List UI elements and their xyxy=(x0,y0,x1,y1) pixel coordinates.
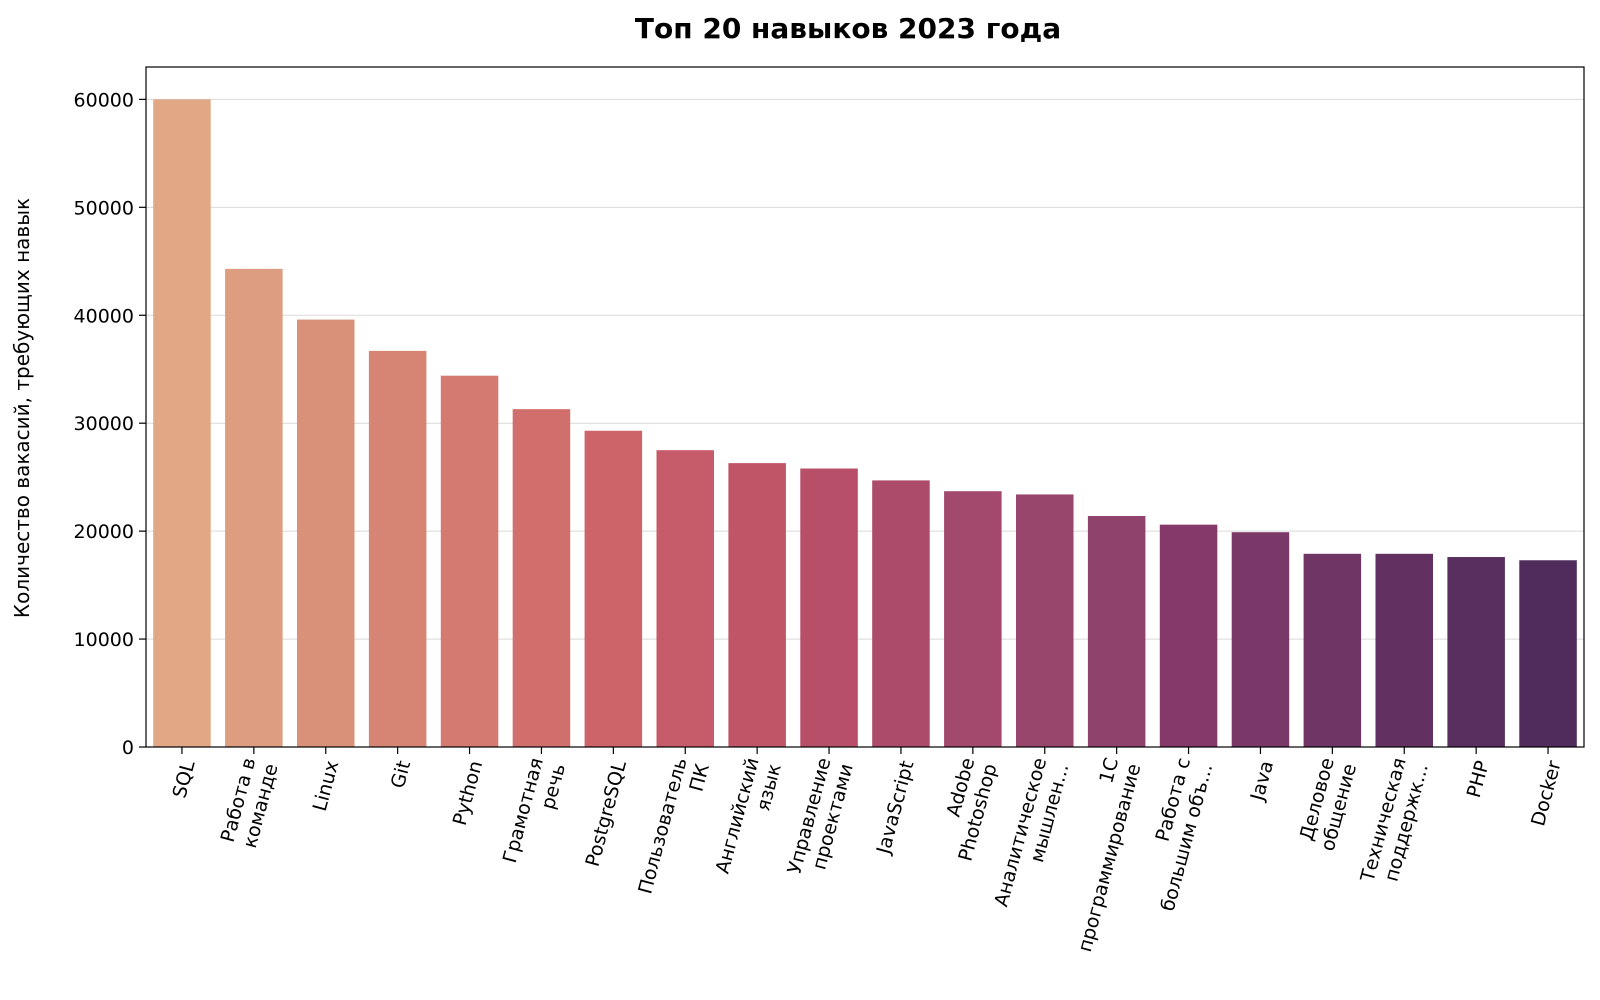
bar xyxy=(728,463,786,747)
x-tick-label: Управлениепроектами xyxy=(783,755,857,882)
bar xyxy=(1519,560,1577,747)
x-tick-label: Java xyxy=(1246,758,1278,803)
chart-title: Топ 20 навыков 2023 года xyxy=(635,12,1061,45)
bar xyxy=(296,319,355,747)
bar xyxy=(800,468,858,747)
bar xyxy=(368,350,427,747)
x-tick-label: Docker xyxy=(1527,758,1566,828)
y-tick-label: 50000 xyxy=(74,197,134,219)
x-tick-label: SQL xyxy=(169,758,200,800)
bar xyxy=(1159,524,1218,747)
bar xyxy=(1087,516,1146,747)
x-tick-label: PHP xyxy=(1463,758,1494,800)
x-tick-label: Грамотнаяречь xyxy=(499,755,570,871)
x-tick-label: Английскийязык xyxy=(712,755,786,881)
y-tick-label: 10000 xyxy=(74,629,134,651)
x-tick-label: Деловоеобщение xyxy=(1294,755,1361,853)
x-tick-label: Git xyxy=(387,758,415,790)
y-tick-label: 40000 xyxy=(74,305,134,327)
x-tick-label: AdobePhotoshop xyxy=(932,755,1001,863)
bar xyxy=(584,430,643,747)
bar xyxy=(1015,494,1074,747)
y-tick-label: 30000 xyxy=(74,413,134,435)
x-tick-label: Linux xyxy=(309,758,344,813)
plot-frame xyxy=(145,66,1585,748)
y-axis-ticks: 0 10000 20000 30000 40000 50000 60000 xyxy=(74,89,146,759)
bar xyxy=(1303,553,1362,747)
bar xyxy=(1375,553,1434,747)
y-axis-label: Количество вакасий, требующих навык xyxy=(10,198,34,618)
y-tick-label: 20000 xyxy=(74,521,134,543)
bar xyxy=(944,491,1002,747)
bar xyxy=(1447,557,1505,747)
bar xyxy=(1231,532,1290,747)
y-tick-label: 0 xyxy=(122,737,134,759)
bar xyxy=(656,450,715,747)
x-tick-label: ПользовательПК xyxy=(634,755,714,902)
x-tick-label: Техническаяподдержк... xyxy=(1356,755,1433,891)
x-tick-label: Работа вкоманде xyxy=(217,755,283,850)
bar xyxy=(153,99,211,747)
x-tick-label: Аналитическоемышлен... xyxy=(990,755,1073,915)
bar xyxy=(512,409,571,747)
x-tick-label: JavaScript xyxy=(872,758,918,857)
y-tick-label: 60000 xyxy=(74,89,134,111)
x-tick-label: Работа сбольшим объ... xyxy=(1135,755,1218,913)
grid xyxy=(146,98,1584,640)
x-tick-label: Python xyxy=(449,758,487,827)
x-axis-ticks: SQL Работа вкоманде Linux Git Python Грамотна… xyxy=(169,747,1566,954)
bar xyxy=(440,375,499,747)
bars xyxy=(153,99,1577,747)
bar xyxy=(225,268,283,747)
bar xyxy=(872,480,930,747)
x-tick-label: PostgreSQL xyxy=(582,758,631,869)
